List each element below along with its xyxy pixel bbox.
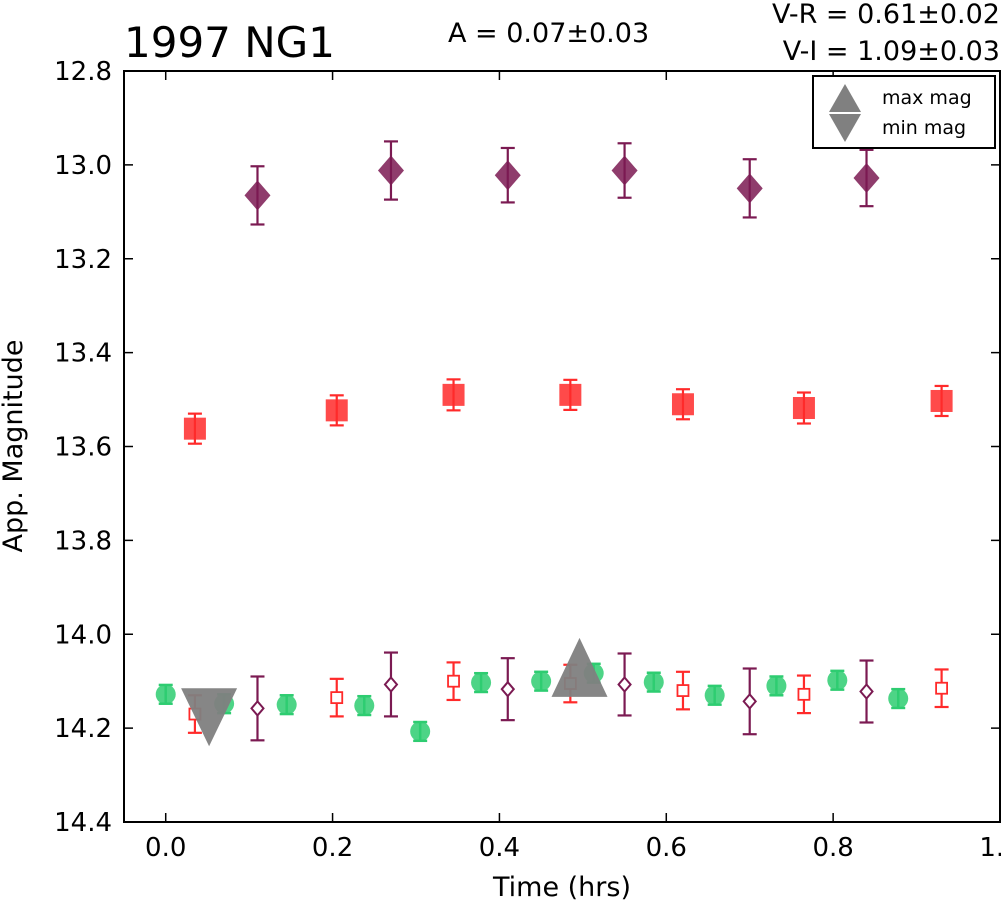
point-diamond: [377, 155, 404, 186]
point-circle: [704, 685, 725, 706]
y-tick-label: 12.8: [54, 57, 112, 87]
point-square: [183, 417, 206, 440]
point-square: [930, 389, 953, 412]
color-index-vr: V-R = 0.61±0.02: [772, 0, 1000, 30]
max-mag-marker: [551, 637, 608, 697]
point-square: [792, 397, 815, 420]
x-tick-label: 0.6: [646, 833, 687, 863]
point-circle: [410, 721, 431, 742]
point-circle: [354, 695, 375, 716]
point-diamond-open: [859, 682, 874, 701]
min-mag-marker: [181, 688, 238, 747]
y-tick-label: 14.0: [54, 620, 112, 650]
point-diamond: [244, 180, 271, 211]
y-tick-label: 13.4: [54, 339, 112, 369]
point-circle: [766, 675, 787, 696]
point-diamond-open: [383, 675, 399, 694]
y-tick-label: 14.4: [54, 808, 112, 838]
point-circle: [276, 694, 297, 715]
point-diamond: [736, 173, 763, 204]
color-index-vi: V-I = 1.09±0.03: [783, 36, 1000, 67]
point-square-open: [447, 674, 460, 688]
y-tick-label: 13.0: [54, 151, 112, 181]
point-diamond-open: [742, 692, 758, 710]
point-diamond: [853, 163, 880, 194]
legend-max-mag-marker: [829, 84, 861, 112]
point-diamond: [494, 160, 521, 191]
y-tick-label: 14.2: [54, 714, 112, 744]
x-tick-label: 1.0: [979, 833, 1001, 863]
point-square: [559, 383, 582, 406]
legend-max-mag-label: max mag: [882, 87, 972, 109]
point-diamond: [611, 155, 638, 186]
legend-min-mag-marker: [829, 114, 861, 142]
point-square: [671, 393, 694, 416]
point-circle: [471, 672, 492, 693]
legend-min-mag-label: min mag: [882, 117, 966, 139]
point-square-open: [935, 681, 948, 695]
point-square-open: [330, 691, 344, 705]
x-axis-label: Time (hrs): [492, 872, 631, 903]
point-square-open: [676, 684, 690, 697]
point-circle: [827, 670, 848, 691]
y-tick-label: 13.2: [54, 245, 112, 275]
legend: max mag min mag: [812, 75, 996, 149]
x-tick-label: 0.2: [312, 833, 353, 863]
y-axis-label: App. Magnitude: [0, 340, 29, 553]
x-tick-label: 0.8: [812, 833, 853, 863]
point-diamond-open: [250, 699, 265, 717]
point-square: [325, 399, 348, 422]
y-tick-label: 13.8: [54, 526, 112, 556]
amplitude-label: A = 0.07±0.03: [448, 18, 649, 49]
x-tick-label: 0.0: [145, 833, 186, 863]
x-tick-label: 0.4: [479, 833, 520, 863]
point-square-open: [797, 687, 811, 701]
data-marks: [155, 140, 953, 747]
point-diamond-open: [500, 680, 516, 698]
point-circle: [155, 684, 176, 705]
point-circle: [531, 671, 552, 692]
point-diamond-open: [617, 675, 632, 694]
point-square: [442, 383, 465, 406]
point-circle: [888, 688, 909, 709]
point-circle: [643, 672, 664, 693]
chart-title: 1997 NG1: [124, 18, 335, 67]
y-tick-label: 13.6: [54, 433, 112, 463]
axis-ticks: 0.0 0.2 0.4 0.6 0.8 1.0 12.8 13.0 13.2 13.4 13.6 13…: [54, 57, 1001, 863]
